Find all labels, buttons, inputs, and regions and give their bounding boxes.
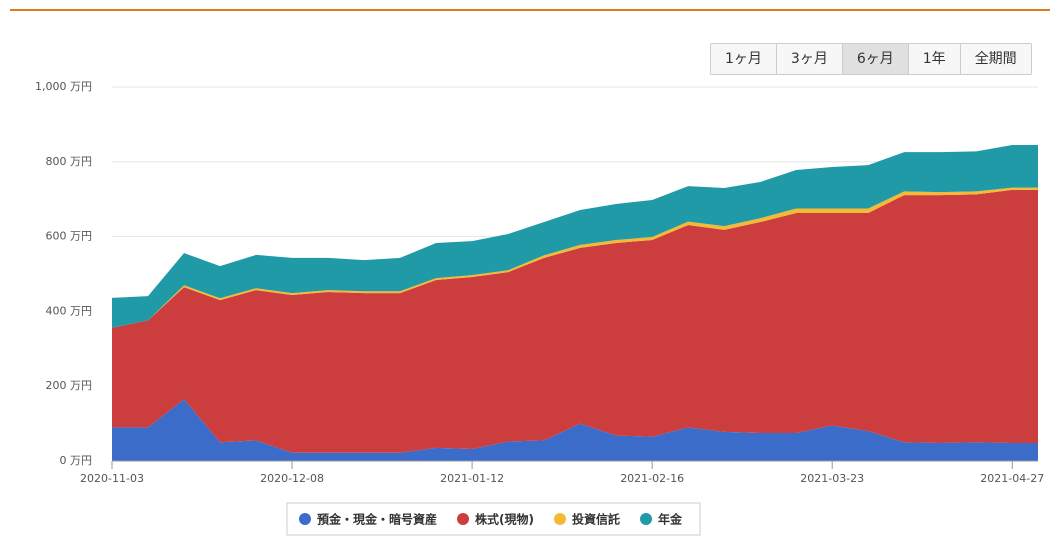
- range-button[interactable]: 全期間: [960, 44, 1031, 74]
- legend-marker: [640, 513, 653, 525]
- legend-label: 投資信託: [572, 512, 620, 527]
- range-button[interactable]: 1ヶ月: [711, 44, 777, 74]
- legend-marker: [299, 513, 311, 525]
- x-tick-label: 2020-12-08: [260, 472, 324, 485]
- range-button[interactable]: 1年: [908, 44, 961, 74]
- legend-marker: [554, 513, 566, 525]
- legend-marker: [457, 513, 470, 525]
- area: [112, 144, 1038, 328]
- header-rule: [10, 9, 1050, 11]
- y-tick-label: 200 万円: [46, 379, 93, 392]
- y-tick-label: 1,000 万円: [35, 80, 92, 93]
- y-tick-label: 0 万円: [60, 454, 93, 467]
- y-tick-label: 400 万円: [46, 304, 93, 317]
- legend-label: 株式(現物): [475, 512, 534, 527]
- x-tick-label: 2021-01-12: [440, 472, 504, 485]
- legend: 預金・現金・暗号資産 株式(現物) 投資信託 年金: [286, 502, 701, 536]
- legend-label: 預金・現金・暗号資産: [317, 512, 437, 527]
- range-button[interactable]: 3ヶ月: [776, 44, 843, 74]
- x-tick-label: 2020-11-03: [80, 472, 144, 485]
- y-tick-label: 600 万円: [46, 230, 93, 243]
- x-tick-label: 2021-02-16: [620, 472, 684, 485]
- area: [112, 399, 1038, 461]
- legend-label: 年金: [658, 512, 683, 527]
- y-tick-label: 800 万円: [46, 155, 93, 168]
- x-tick-label: 2021-03-23: [800, 472, 864, 485]
- range-button[interactable]: 6ヶ月: [842, 44, 909, 74]
- x-tick-label: 2021-04-27: [980, 472, 1044, 485]
- legend-box: [286, 502, 701, 536]
- range-selector: 1ヶ月 3ヶ月 6ヶ月 1年 全期間: [710, 43, 1032, 75]
- area: [112, 189, 1038, 453]
